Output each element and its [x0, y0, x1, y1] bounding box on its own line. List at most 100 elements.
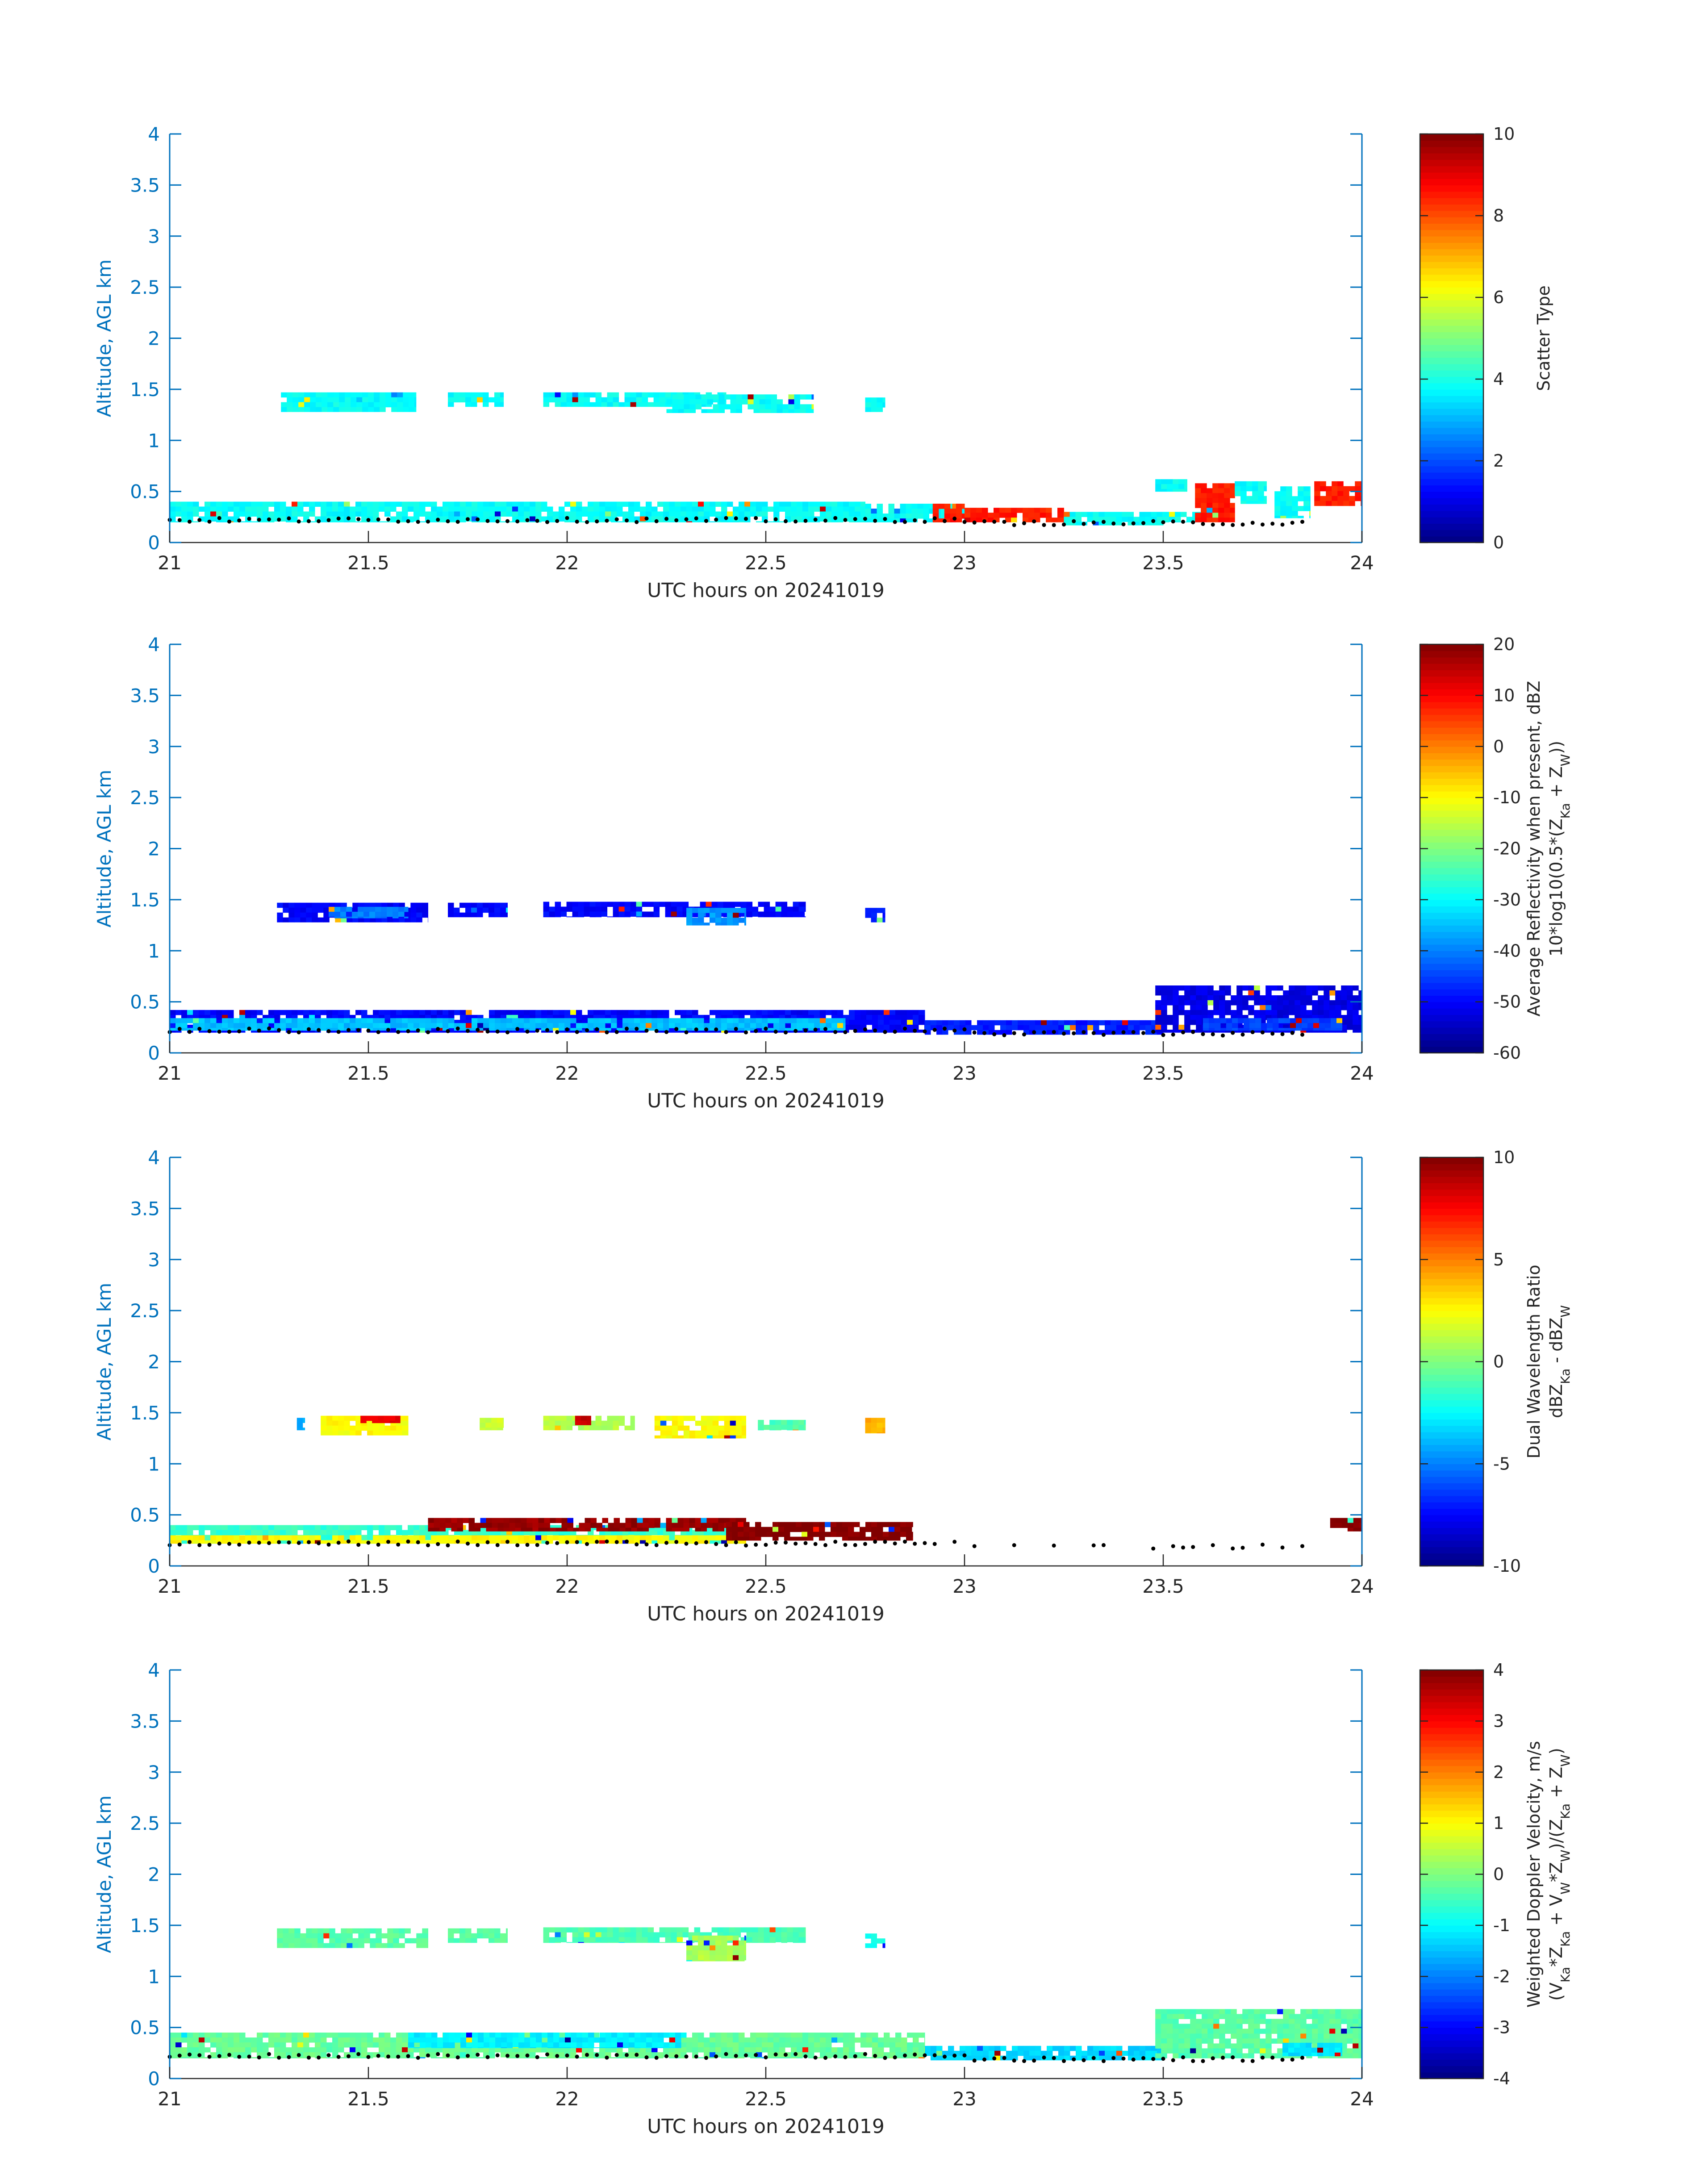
- data-cell: [402, 1426, 408, 1431]
- data-cell: [999, 513, 1006, 518]
- data-cell: [1184, 1010, 1190, 1015]
- data-cell: [1335, 995, 1341, 1001]
- data-cell: [684, 394, 690, 400]
- data-cell: [1215, 1023, 1221, 1028]
- data-cell: [234, 507, 240, 512]
- data-cell: [731, 404, 737, 409]
- data-cell: [1122, 512, 1128, 517]
- data-cell: [906, 509, 912, 514]
- data-cell: [1093, 1020, 1099, 1026]
- data-cell: [524, 512, 530, 517]
- colorbar-step: [1420, 791, 1483, 798]
- data-cell: [576, 1023, 582, 1028]
- data-cell: [613, 912, 619, 917]
- data-cell: [294, 913, 301, 918]
- data-cell: [877, 1428, 883, 1433]
- data-cell: [1218, 498, 1224, 503]
- data-cell: [794, 399, 801, 405]
- data-cell: [651, 1023, 658, 1028]
- data-cell: [865, 509, 872, 514]
- data-cell: [1296, 1023, 1302, 1028]
- data-cell: [288, 913, 295, 918]
- data-cell: [374, 402, 380, 408]
- data-cell: [530, 502, 536, 507]
- cloud-base-dot: [1221, 1034, 1225, 1038]
- data-cell: [813, 1532, 819, 1537]
- data-cell: [1341, 1005, 1347, 1010]
- data-cell: [376, 1938, 382, 1944]
- cloud-base-dot: [287, 516, 291, 520]
- data-cell: [1213, 995, 1219, 1001]
- colorbar-tick-label: -10: [1493, 788, 1521, 807]
- data-cell: [1173, 489, 1179, 492]
- data-cell: [373, 1018, 379, 1023]
- data-cell: [315, 1525, 321, 1531]
- x-tick-label: 24: [1350, 1575, 1374, 1597]
- data-cell: [466, 507, 472, 512]
- data-cell: [802, 1537, 808, 1541]
- data-cell: [1207, 990, 1214, 996]
- data-cell: [582, 1023, 588, 1028]
- data-cell: [677, 1927, 683, 1933]
- data-cell: [472, 512, 478, 517]
- data-cell: [622, 1010, 629, 1015]
- data-cell: [257, 1023, 263, 1028]
- data-cell: [564, 1535, 571, 1540]
- data-cell: [1319, 1018, 1325, 1023]
- data-cell: [672, 1426, 678, 1431]
- data-cell: [489, 1010, 495, 1015]
- data-cell: [675, 1018, 681, 1023]
- data-cell: [501, 1018, 507, 1023]
- data-cell: [1318, 995, 1324, 1001]
- cloud-base-dot: [615, 1030, 619, 1034]
- y-tick-label: 2: [148, 1351, 160, 1373]
- data-cell: [1313, 1018, 1320, 1023]
- data-cell: [391, 392, 397, 398]
- data-cell: [533, 1518, 539, 1524]
- x-tick-label: 23: [952, 1062, 976, 1084]
- cloud-base-dot: [178, 1027, 182, 1031]
- data-cell: [489, 908, 495, 913]
- data-cell: [1324, 990, 1330, 996]
- data-cell: [344, 1535, 350, 1540]
- data-cell: [222, 1018, 228, 1023]
- data-cell: [477, 1929, 483, 1934]
- data-cell: [170, 1540, 176, 1544]
- data-cell: [506, 1933, 508, 1939]
- data-cell: [292, 517, 298, 522]
- data-cell: [363, 917, 370, 918]
- data-cell: [889, 1537, 895, 1541]
- colorbar-step: [1420, 204, 1483, 211]
- data-cell: [280, 512, 286, 517]
- cloud-base-dot: [1211, 1032, 1215, 1036]
- data-cell: [465, 392, 472, 398]
- data-cell: [1184, 1025, 1190, 1030]
- cloud-base-dot: [515, 1543, 519, 1547]
- colorbar-step: [1420, 1413, 1483, 1419]
- data-cell: [292, 512, 298, 517]
- colorbar-step: [1420, 759, 1483, 766]
- data-cell: [419, 507, 426, 512]
- data-cell: [298, 402, 305, 408]
- data-cell: [752, 1927, 759, 1933]
- colorbar-step: [1420, 670, 1483, 676]
- data-cell: [584, 912, 590, 917]
- data-cell: [636, 1927, 643, 1933]
- data-cell: [561, 912, 567, 917]
- data-cell: [281, 392, 287, 398]
- data-cell: [895, 1015, 902, 1020]
- data-cell: [634, 1018, 640, 1023]
- data-cell: [590, 916, 596, 917]
- data-cell: [701, 1436, 707, 1439]
- data-cell: [613, 1421, 619, 1426]
- data-cell: [367, 1525, 373, 1531]
- data-cell: [1335, 1005, 1341, 1010]
- data-cell: [360, 1421, 367, 1423]
- data-cell: [280, 517, 286, 522]
- data-cell: [1207, 508, 1213, 513]
- data-cell: [794, 394, 801, 400]
- colorbar-step: [1420, 1047, 1483, 1053]
- data-cell: [356, 407, 363, 412]
- cloud-base-dot: [674, 1027, 678, 1031]
- data-cell: [1207, 995, 1214, 1001]
